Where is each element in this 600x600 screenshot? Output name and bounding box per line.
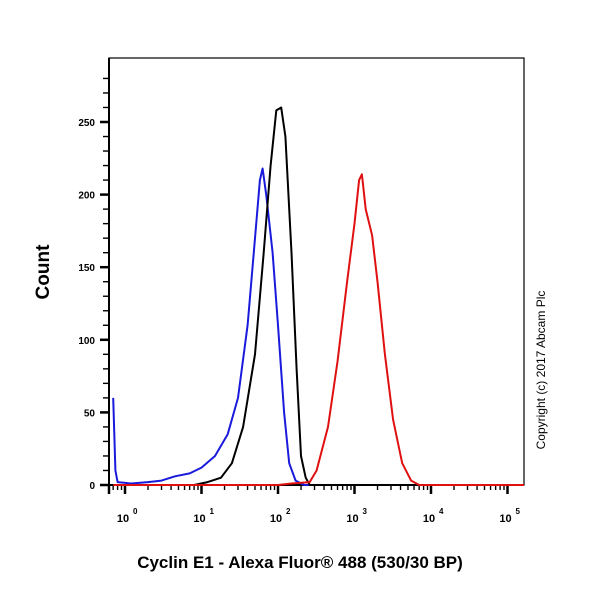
y-tick-label: 150 — [78, 263, 95, 274]
x-tick-exponent: 0 — [133, 507, 138, 516]
x-tick-exponent: 4 — [439, 507, 444, 516]
x-tick-exponent: 3 — [363, 507, 368, 516]
copyright-notice: Copyright (c) 2017 Abcam Plc — [534, 290, 548, 450]
series-red-line — [113, 173, 524, 486]
x-axis-label: Cyclin E1 - Alexa Fluor® 488 (530/30 BP) — [137, 553, 463, 572]
x-tick-label: 10 — [193, 513, 205, 525]
x-tick-label: 10 — [270, 513, 282, 525]
x-tick-label: 10 — [346, 513, 358, 525]
y-tick-label: 100 — [78, 336, 95, 347]
plot-border — [108, 57, 525, 486]
x-tick-exponent: 5 — [516, 507, 521, 516]
x-tick-label: 10 — [423, 513, 435, 525]
x-tick-exponent: 2 — [286, 507, 291, 516]
x-tick-exponent: 1 — [210, 507, 215, 516]
series-black-line — [113, 106, 524, 486]
y-axis-label: Count — [33, 244, 54, 300]
plot-frame — [108, 57, 525, 486]
series-layer — [112, 106, 524, 486]
x-tick-label: 10 — [117, 513, 129, 525]
y-tick-label: 50 — [84, 408, 96, 419]
y-axis: 0 50 100 150 200 250 — [78, 58, 110, 493]
y-axis-label-box: Count — [24, 232, 64, 312]
y-tick-label: 250 — [78, 118, 95, 129]
series-blue-line — [112, 167, 524, 486]
x-axis: 10 0 10 1 10 2 10 3 10 4 10 5 — [107, 484, 524, 525]
copyright-box: Copyright (c) 2017 Abcam Plc — [528, 240, 554, 500]
y-tick-label: 0 — [89, 481, 95, 492]
y-tick-label: 200 — [78, 191, 95, 202]
x-tick-label: 10 — [499, 513, 511, 525]
